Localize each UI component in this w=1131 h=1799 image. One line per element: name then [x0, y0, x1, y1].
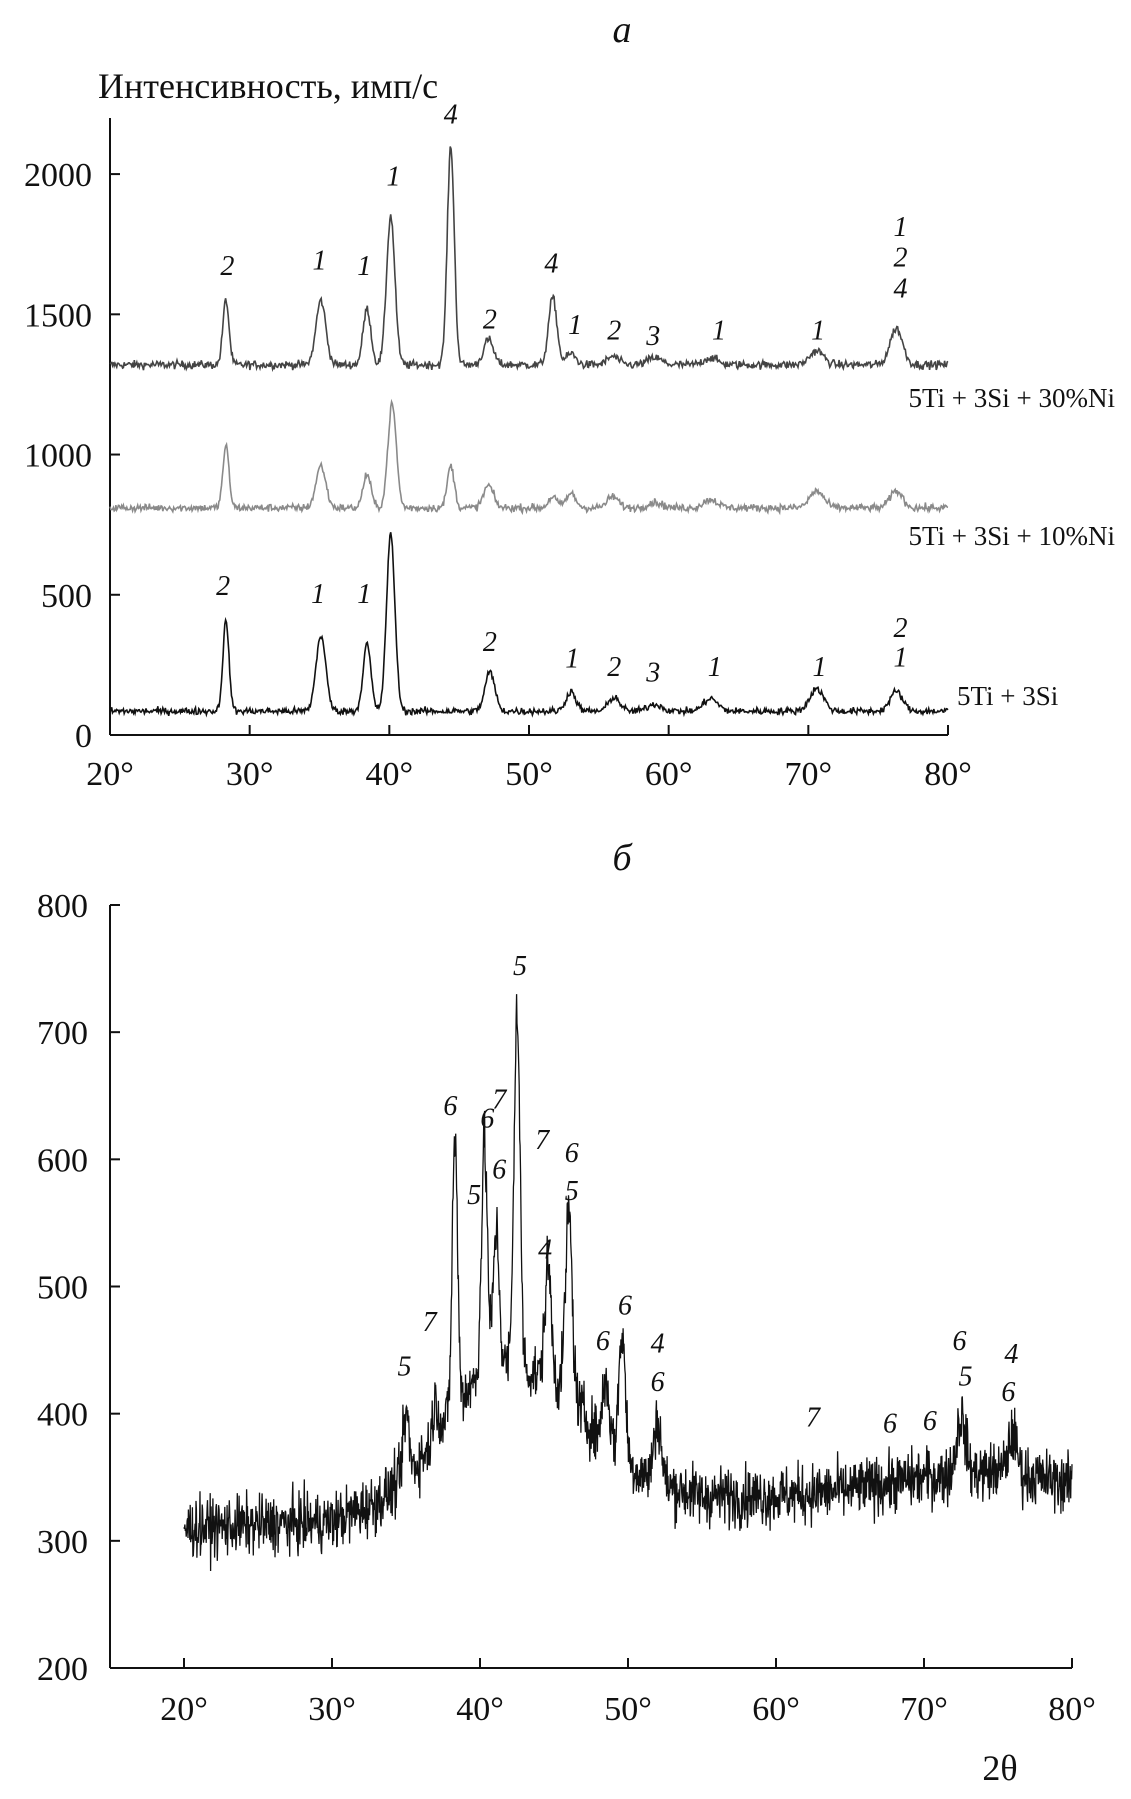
panel-b-series-group [183, 994, 1073, 1572]
y-tick-label: 1000 [24, 438, 92, 475]
panel-b-x-axis-title: 2θ [982, 1748, 1017, 1788]
y-tick-label: 200 [37, 1651, 88, 1688]
x-tick-label: 80° [1048, 1691, 1096, 1728]
peak-label: 1 [894, 642, 908, 673]
y-tick-label: 500 [37, 1270, 88, 1307]
peak-label: 1 [565, 644, 579, 675]
y-tick-label: 500 [41, 578, 92, 615]
y-tick-label: 0 [75, 718, 92, 755]
y-tick-label: 2000 [24, 157, 92, 194]
y-tick-label: 400 [37, 1397, 88, 1434]
x-tick-label: 70° [785, 756, 833, 793]
peak-label: 6 [443, 1091, 457, 1122]
chart-panel-a: а Интенсивность, имп/с 0 500 1000 1500 2000 2… [24, 9, 1115, 793]
x-tick-label: 30° [308, 1691, 356, 1728]
x-tick-label: 50° [604, 1691, 652, 1728]
peak-label: 2 [607, 652, 621, 683]
peak-label: 6 [1001, 1377, 1015, 1408]
peak-label: 4 [544, 248, 558, 279]
peak-label: 6 [651, 1367, 665, 1398]
peak-label: 4 [444, 100, 458, 131]
peak-label: 6 [480, 1104, 494, 1135]
peak-label: 3 [645, 321, 660, 352]
series-line-2 [109, 398, 949, 516]
x-tick-label: 20° [160, 1691, 208, 1728]
x-tick-label: 30° [226, 756, 274, 793]
peak-label: 6 [923, 1406, 937, 1437]
panel-a-axes: 0 500 1000 1500 2000 20° 30° 40° 50° 60° 70° 80° [24, 118, 972, 793]
peak-label: 7 [423, 1307, 438, 1338]
x-tick-label: 60° [645, 756, 693, 793]
peak-label: 1 [568, 310, 582, 341]
peak-label: 7 [535, 1125, 550, 1156]
peak-label: 2 [607, 316, 621, 347]
peak-label: 4 [651, 1329, 665, 1360]
x-tick-label: 40° [456, 1691, 504, 1728]
peak-label: 7 [806, 1402, 821, 1433]
peak-label: 1 [813, 652, 827, 683]
x-tick-label: 60° [752, 1691, 800, 1728]
peak-label: 3 [645, 658, 660, 689]
peak-label: 2 [220, 251, 234, 282]
x-tick-label: 50° [505, 756, 553, 793]
peak-label: 1 [357, 579, 371, 610]
peak-label: 6 [565, 1138, 579, 1169]
x-tick-label: 40° [366, 756, 414, 793]
peak-label: 1 [712, 316, 726, 347]
y-tick-label: 600 [37, 1142, 88, 1179]
peak-label: 4 [1004, 1339, 1018, 1370]
peak-label: 6 [492, 1154, 506, 1185]
series-name-label: 5Ti + 3Si + 30%Ni [908, 383, 1115, 413]
peak-label: 1 [357, 251, 371, 282]
y-tick-label: 700 [37, 1015, 88, 1052]
peak-label: 5 [513, 951, 527, 982]
peak-label: 7 [492, 1084, 507, 1115]
y-tick-label: 800 [37, 888, 88, 925]
x-tick-label: 20° [86, 756, 134, 793]
peak-label: 5 [398, 1352, 412, 1383]
peak-label: 5 [467, 1180, 481, 1211]
panel-b-title: б [612, 837, 633, 879]
peak-label: 1 [313, 245, 327, 276]
chart-panel-b: б 2θ 200 300 400 500 600 700 800 20° 30° 40° 50° 60… [37, 837, 1096, 1788]
peak-label: 6 [596, 1326, 610, 1357]
panel-a-y-axis-title: Интенсивность, имп/с [98, 66, 438, 106]
peak-label: 1 [894, 212, 908, 243]
peak-label: 1 [811, 316, 825, 347]
y-tick-label: 300 [37, 1524, 88, 1561]
peak-label: 2 [894, 613, 908, 644]
series-line-1 [109, 146, 949, 373]
panel-b-axes: 200 300 400 500 600 700 800 20° 30° 40° 50° 60° 70° 8… [37, 888, 1096, 1728]
series-line-3 [109, 532, 949, 718]
x-tick-label: 80° [924, 756, 972, 793]
series-name-label: 5Ti + 3Si + 10%Ni [908, 521, 1115, 551]
peak-label: 2 [483, 304, 497, 335]
peak-label: 1 [311, 579, 325, 610]
peak-label: 6 [618, 1290, 632, 1321]
panel-a-series-group: 5Ti + 3Si + 30%Ni 5Ti + 3Si + 10%Ni 5Ti + … [109, 146, 1115, 718]
peak-label: 6 [953, 1326, 967, 1357]
panel-a-title: а [613, 9, 632, 51]
peak-label: 2 [216, 571, 230, 602]
peak-label: 4 [894, 273, 908, 304]
peak-label: 1 [387, 161, 401, 192]
y-tick-label: 1500 [24, 297, 92, 334]
peak-label: 6 [883, 1409, 897, 1440]
peak-label: 5 [958, 1362, 972, 1393]
series-name-label: 5Ti + 3Si [957, 681, 1058, 711]
series-line-1 [183, 994, 1073, 1572]
peak-label: 1 [708, 652, 722, 683]
peak-label: 5 [565, 1176, 579, 1207]
peak-label: 4 [538, 1235, 552, 1266]
peak-label: 2 [894, 243, 908, 274]
peak-label: 2 [483, 627, 497, 658]
x-tick-label: 70° [900, 1691, 948, 1728]
